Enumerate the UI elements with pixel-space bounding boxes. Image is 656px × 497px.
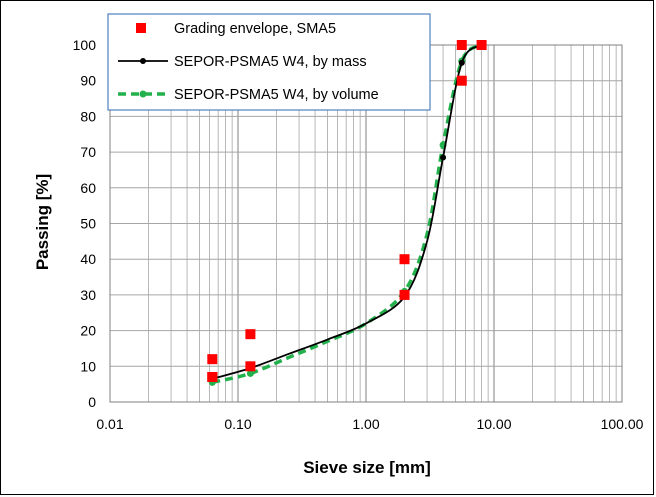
series-layer — [207, 40, 487, 386]
y-tick-label: 10 — [80, 358, 96, 374]
x-axis-title: Sieve size [mm] — [303, 458, 431, 477]
y-tick-label: 30 — [80, 287, 96, 303]
series-volume-line — [211, 43, 483, 385]
tick-labels: 0 10 20 30 40 50 60 70 80 90 100 0.01 0.10 1.00 10.00 1… — [73, 37, 644, 432]
y-tick-label: 20 — [80, 323, 96, 339]
y-tick-label: 60 — [80, 180, 96, 196]
envelope-point — [207, 372, 218, 383]
legend-marker-envelope — [136, 23, 146, 33]
legend: Grading envelope, SMA5 SEPOR-PSMA5 W4, by… — [107, 13, 431, 111]
y-tick-label: 90 — [80, 73, 96, 89]
y-tick-label: 0 — [88, 394, 96, 410]
y-tick-label: 50 — [80, 216, 96, 232]
y-tick-label: 70 — [80, 144, 96, 160]
envelope-point — [399, 289, 410, 300]
y-tick-label: 40 — [80, 251, 96, 267]
mass-point — [440, 154, 447, 161]
envelope-point — [245, 361, 256, 372]
legend-label: Grading envelope, SMA5 — [174, 21, 336, 37]
y-tick-label: 100 — [73, 37, 97, 53]
volume-point — [246, 369, 254, 377]
x-tick-label: 10.00 — [476, 416, 511, 432]
envelope-point — [456, 75, 467, 86]
series-mass-line — [212, 44, 483, 380]
y-axis-title: Passing [%] — [33, 174, 52, 270]
legend-marker-volume — [139, 90, 147, 98]
envelope-point — [476, 40, 487, 50]
legend-label: SEPOR-PSMA5 W4, by volume — [174, 87, 379, 103]
x-tick-label: 1.00 — [352, 416, 379, 432]
mass-point — [458, 59, 465, 66]
legend-label: SEPOR-PSMA5 W4, by mass — [174, 54, 367, 70]
x-tick-label: 100.00 — [601, 416, 644, 432]
legend-marker-mass — [140, 58, 146, 64]
envelope-point — [245, 329, 256, 340]
envelope-point — [456, 40, 467, 50]
x-tick-label: 0.10 — [224, 416, 251, 432]
envelope-point — [399, 254, 410, 265]
x-tick-label: 0.01 — [96, 416, 123, 432]
envelope-point — [207, 354, 218, 365]
y-tick-label: 80 — [80, 108, 96, 124]
